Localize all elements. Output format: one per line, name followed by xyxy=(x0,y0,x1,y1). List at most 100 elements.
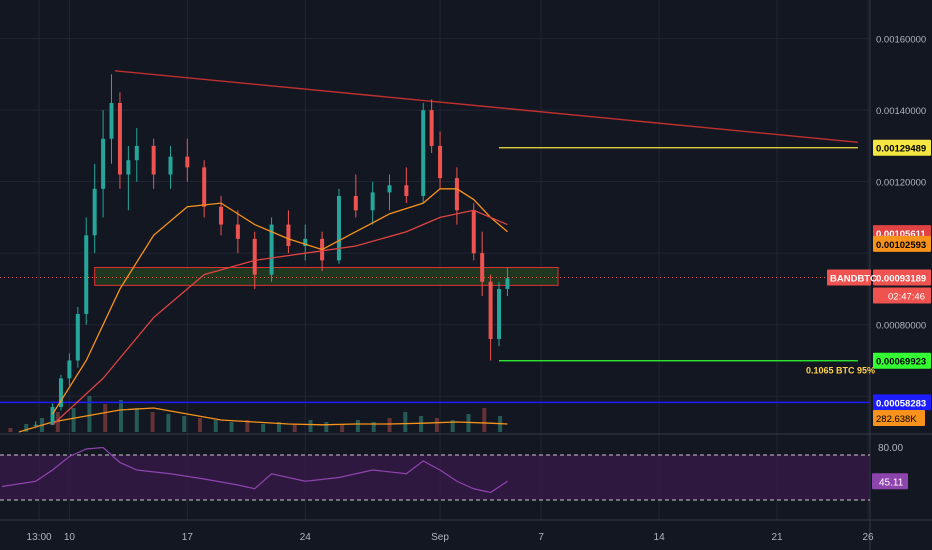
price-label-text: 0.00129489 xyxy=(876,144,926,155)
candle-body xyxy=(219,206,224,225)
volume-bar xyxy=(355,420,360,432)
candle-body xyxy=(252,238,257,275)
price-label-badge xyxy=(873,235,931,252)
time-tick-label: 24 xyxy=(300,532,312,543)
ma-slow-line xyxy=(52,209,508,426)
countdown-label: 02:47:46 xyxy=(888,292,925,303)
time-tick-label: 17 xyxy=(182,532,194,543)
price-label-text: 0.00093189 xyxy=(876,274,926,285)
candle-body xyxy=(488,281,493,340)
price-tick-label: 0.00140000 xyxy=(876,106,926,117)
candle-body xyxy=(387,185,392,193)
symbol-badge xyxy=(827,269,871,286)
volume-bar xyxy=(24,424,29,432)
candle-body xyxy=(33,424,38,426)
volume-bar xyxy=(87,396,92,432)
volume-bar xyxy=(434,418,439,432)
time-tick-label: 21 xyxy=(771,532,783,543)
drawn-lines: 0.1065 BTC 95% xyxy=(0,70,875,404)
time-tick-label: Sep xyxy=(431,532,449,543)
volume-bar xyxy=(182,416,187,432)
volume-bar xyxy=(419,416,424,432)
rsi-line xyxy=(1,446,508,494)
annotation-text: 0.1065 BTC 95% xyxy=(806,366,875,376)
volume-bar xyxy=(324,422,329,432)
rsi-panel: 80.00 45.11 xyxy=(0,443,908,501)
candle-body xyxy=(370,192,375,211)
price-label-text: 0.00105611 xyxy=(876,229,926,240)
rsi-value-badge xyxy=(872,473,908,490)
volume-bar xyxy=(482,408,487,432)
candle-body xyxy=(151,145,156,175)
price-label-badge xyxy=(873,269,931,286)
candle-body xyxy=(75,313,80,361)
candle-body xyxy=(50,406,55,425)
price-label-text: 0.00102593 xyxy=(876,240,926,251)
time-tick-label: 13:00 xyxy=(27,532,52,543)
volume-badge xyxy=(873,410,925,426)
volume-bar xyxy=(71,408,76,432)
ma-fast-line xyxy=(51,188,508,415)
price-label-badge xyxy=(873,352,931,369)
rsi-band xyxy=(0,455,870,500)
time-tick-label: 10 xyxy=(64,532,76,543)
time-tick-label: 26 xyxy=(862,532,874,543)
price-tick-label: 0.00080000 xyxy=(876,321,926,332)
candle-body xyxy=(353,195,358,211)
price-label-text: 0.00058283 xyxy=(876,398,926,409)
candle-body xyxy=(454,178,459,211)
volume-bar xyxy=(213,420,218,432)
candle-body xyxy=(471,210,476,254)
rsi-upper-label: 80.00 xyxy=(878,443,903,454)
volume-label: 282.638K xyxy=(876,414,917,425)
rsi-value-label: 45.11 xyxy=(879,477,904,488)
volume-bar xyxy=(261,424,266,432)
volume-bar xyxy=(166,414,171,432)
candle-body xyxy=(429,110,434,146)
candle-body xyxy=(109,102,114,139)
volume-bar xyxy=(387,418,392,432)
candle-body xyxy=(58,378,63,407)
volume-bar xyxy=(197,418,202,432)
volume-bar xyxy=(371,422,376,432)
candle-body xyxy=(168,156,173,175)
volume-bar xyxy=(292,424,297,432)
volume-ma-line xyxy=(18,407,508,433)
candle-body xyxy=(336,195,341,261)
candle-body xyxy=(67,360,72,379)
price-tick-label: 0.00160000 xyxy=(876,35,926,46)
volume-bar xyxy=(55,412,60,432)
volume-bar xyxy=(118,400,123,432)
candle-body xyxy=(480,253,485,282)
candle-body xyxy=(84,235,89,314)
volume-bar xyxy=(450,420,455,432)
volume-bar xyxy=(340,424,345,432)
zone-rect xyxy=(94,266,559,286)
time-tick-label: 14 xyxy=(654,532,666,543)
volume-bar xyxy=(103,404,108,432)
volume-bar xyxy=(8,428,13,432)
price-axis: 0.00160000 0.00140000 0.00120000 0.00080000 xyxy=(876,35,926,332)
countdown-badge xyxy=(873,287,931,304)
candle-body xyxy=(134,145,139,161)
trend-line xyxy=(114,70,858,144)
volume-bars xyxy=(8,396,508,433)
candle-body xyxy=(126,160,131,175)
symbol-label: BANDBTC xyxy=(830,274,877,285)
volume-bar xyxy=(229,422,234,432)
candle-body xyxy=(185,156,190,168)
volume-bar xyxy=(403,412,408,432)
moving-averages xyxy=(51,188,508,426)
volume-bar xyxy=(276,422,281,432)
candle-body xyxy=(235,224,240,239)
price-label-badge xyxy=(873,394,931,411)
price-tick-label: 0.00120000 xyxy=(876,178,926,189)
candle-body xyxy=(269,224,274,275)
candle-body xyxy=(202,167,207,207)
time-tick-label: 7 xyxy=(538,532,544,543)
candle-body xyxy=(421,110,426,196)
candle-body xyxy=(438,145,443,179)
candle-body xyxy=(497,288,502,340)
